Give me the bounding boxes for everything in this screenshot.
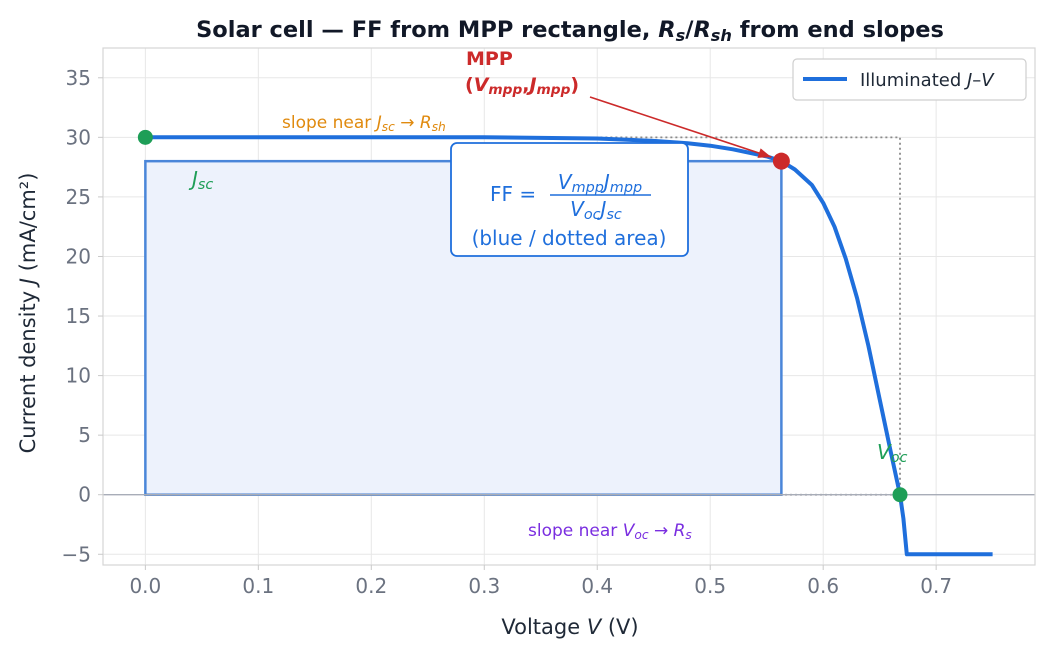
x-tick-label: 0.4 bbox=[581, 574, 613, 598]
chart-title: Solar cell — FF from MPP rectangle, Rs/R… bbox=[196, 17, 944, 45]
mpp-sub-label: (Vmpp,Jmpp) bbox=[465, 74, 579, 98]
x-tick-label: 0.6 bbox=[807, 574, 839, 598]
ff-numerator: VmppJmpp bbox=[558, 170, 642, 196]
mpp-arrow-head bbox=[757, 148, 772, 158]
ff-note: (blue / dotted area) bbox=[472, 226, 667, 250]
ff-formula-box bbox=[450, 142, 689, 257]
y-tick-label: 5 bbox=[78, 423, 91, 447]
x-tick-label: 0.2 bbox=[355, 574, 387, 598]
legend: Illuminated J–V bbox=[792, 58, 1027, 101]
x-tick-label: 0.3 bbox=[468, 574, 500, 598]
ff-denominator: VocJsc bbox=[570, 197, 622, 223]
x-tick-label: 0.5 bbox=[694, 574, 726, 598]
slope-voc-note: slope near Voc → Rs bbox=[528, 521, 692, 542]
key-points bbox=[137, 129, 908, 503]
x-axis-label: Voltage V (V) bbox=[501, 615, 638, 639]
mpp-label: MPP bbox=[466, 48, 513, 70]
y-axis-label: Current density J (mA/cm²) bbox=[16, 173, 40, 454]
y-tick-label: 0 bbox=[78, 483, 91, 507]
plot-frame bbox=[102, 47, 1036, 566]
mpp-point bbox=[772, 152, 790, 170]
jsc-label: Jsc bbox=[188, 167, 213, 193]
ff-lhs: FF = bbox=[490, 182, 536, 206]
x-tick-label: 0.7 bbox=[920, 574, 952, 598]
y-tick-label: 20 bbox=[66, 244, 91, 268]
legend-box bbox=[792, 58, 1027, 101]
y-tick-label: 25 bbox=[66, 185, 91, 209]
slope-jsc-note: slope near Jsc → Rsh bbox=[282, 113, 446, 134]
y-tick-label: 35 bbox=[66, 66, 91, 90]
legend-label: Illuminated J–V bbox=[860, 70, 995, 91]
y-tick-label: 30 bbox=[66, 125, 91, 149]
x-tick-label: 0.0 bbox=[129, 574, 161, 598]
y-tick-label: 10 bbox=[66, 364, 91, 388]
y-tick-label: 15 bbox=[66, 304, 91, 328]
voc-label: Voc bbox=[877, 440, 907, 466]
x-tick-label: 0.1 bbox=[242, 574, 274, 598]
voc-point bbox=[892, 487, 908, 503]
mpp-arrow-line bbox=[589, 96, 772, 158]
x-axis-ticks: 0.0 0.1 0.2 0.3 0.4 0.5 0.6 0.7 bbox=[129, 565, 952, 598]
y-axis-ticks: −5 0 5 10 15 20 25 30 35 bbox=[62, 66, 103, 566]
jsc-point bbox=[137, 129, 153, 145]
y-tick-label: −5 bbox=[62, 542, 91, 566]
annotations: MPP (Vmpp,Jmpp) slope near Jsc → Rsh slope … bbox=[188, 48, 907, 542]
